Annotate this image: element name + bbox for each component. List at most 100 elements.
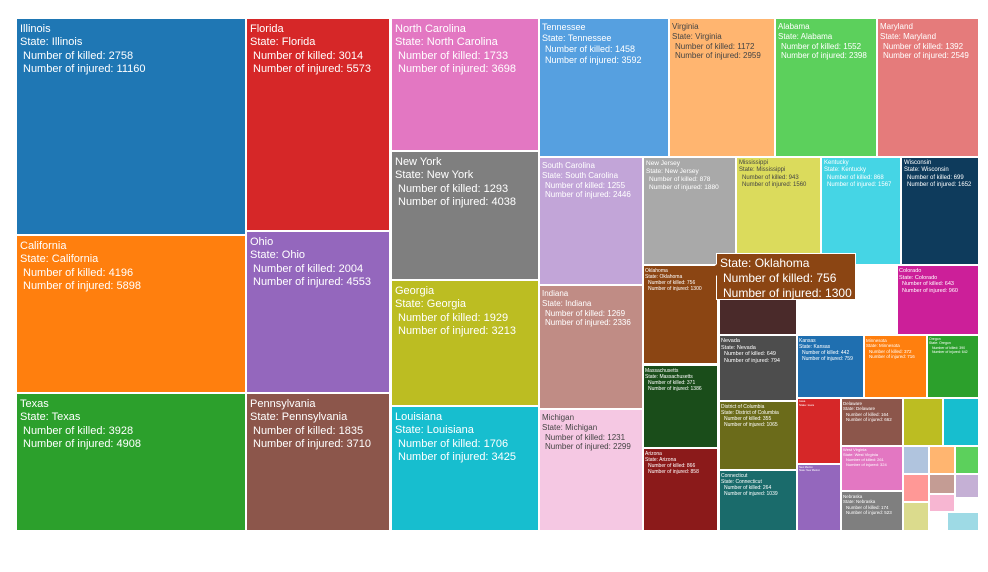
tile-ohio[interactable]: Ohio State: Ohio Number of killed: 2004 Num…	[247, 232, 389, 392]
tile-state-label: State: Florida	[250, 36, 316, 49]
tile-killed-label: Number of killed: 1929	[398, 311, 509, 324]
tile-state-label: State: Louisiana	[395, 424, 474, 437]
tile-injured-label: Number of injured: 794	[724, 358, 780, 365]
tile-name-label: Connecticut	[721, 473, 748, 479]
tile-texas[interactable]: Texas State: Texas Number of killed: 3928 N…	[17, 394, 245, 530]
tile-pennsylvania[interactable]: Pennsylvania State: Pennsylvania Number of…	[247, 394, 389, 530]
tile-name-label: Tennessee	[542, 22, 586, 32]
tile-state-label: State: Ohio	[250, 249, 306, 262]
tile-minnesota[interactable]: Minnesota State: Minnesota Number of kille…	[865, 336, 926, 397]
tile-state-label: State: Wisconsin	[904, 167, 949, 174]
tile-nebraska[interactable]: Nebraska State: Nebraska Number of killed:…	[842, 492, 902, 530]
tile-injured-label: Number of injured: 1567	[827, 181, 892, 188]
tile-killed-label: Number of killed: 1255	[545, 180, 626, 190]
tile-arizona[interactable]: Arizona State: Arizona Number of killed: 8…	[644, 449, 717, 530]
tile-nevada[interactable]: Nevada State: Nevada Number of killed: 649…	[720, 336, 796, 400]
tooltip-injured: Number of injured: 1300	[723, 286, 852, 300]
tile-unlabeled-40[interactable]	[930, 447, 954, 473]
tile-connecticut[interactable]: Connecticut State: Connecticut Number of k…	[720, 471, 796, 530]
tile-iowa[interactable]: Iowa State: Iowa	[798, 399, 840, 463]
tile-state-label: State: Iowa	[799, 402, 815, 407]
tile-state-label: State: Texas	[20, 411, 81, 424]
tile-killed-label: Number of killed: 649	[724, 351, 776, 358]
tile-north-carolina[interactable]: North Carolina State: North Carolina Numbe…	[392, 19, 538, 150]
tile-injured-label: Number of injured: 5573	[253, 63, 372, 76]
tile-injured-label: Number of injured: 3698	[398, 63, 517, 76]
tile-california[interactable]: California State: California Number of kil…	[17, 236, 245, 392]
tile-name-label: Georgia	[395, 285, 435, 297]
tile-state-label: State: Oklahoma	[645, 274, 683, 281]
tile-new-mexico[interactable]: New Mexico State: New Mexico	[798, 465, 840, 530]
tile-name-label: Massachusetts	[645, 368, 679, 374]
tile-unlabeled-38[interactable]	[944, 399, 978, 445]
tile-injured-label: Number of injured: 2398	[781, 51, 867, 61]
tile-unlabeled-47[interactable]	[948, 513, 978, 530]
tile-injured-label: Number of injured: 3425	[398, 451, 517, 464]
tile-killed-label: Number of killed: 756	[648, 280, 696, 287]
tile-new-york[interactable]: New York State: New York Number of killed:…	[392, 152, 538, 279]
tile-name-label: Indiana	[542, 289, 569, 298]
tile-illinois[interactable]: Illinois State: Illinois Number of killed:…	[17, 19, 245, 234]
tile-west-virginia[interactable]: West Virginia State: West Virginia Number …	[842, 447, 902, 490]
tile-injured-label: Number of injured: 2336	[545, 318, 631, 328]
tile-name-label: South Carolina	[542, 161, 595, 170]
tile-name-label: Kansas	[799, 338, 816, 344]
tile-state-label: State: Indiana	[542, 298, 592, 308]
tile-unlabeled-42[interactable]	[904, 475, 928, 501]
tile-injured-label: Number of injured: 960	[902, 288, 958, 295]
tile-louisiana[interactable]: Louisiana State: Louisiana Number of kille…	[392, 407, 538, 530]
tile-maryland[interactable]: Maryland State: Maryland Number of killed:…	[878, 19, 978, 156]
tile-south-carolina[interactable]: South Carolina State: South Carolina Numbe…	[540, 158, 642, 284]
tile-unlabeled-44[interactable]	[956, 475, 978, 497]
tile-state-label: State: Minnesota	[866, 343, 900, 349]
tile-killed-label: Number of killed: 355	[724, 416, 772, 423]
tile-florida[interactable]: Florida State: Florida Number of killed: 3…	[247, 19, 389, 230]
tile-killed-label: Number of killed: 264	[724, 485, 772, 492]
tile-colorado[interactable]: Colorado State: Colorado Number of killed:…	[898, 266, 978, 334]
tile-mississippi[interactable]: Mississippi State: Mississippi Number of k…	[737, 158, 820, 264]
tile-unlabeled-39[interactable]	[904, 447, 928, 473]
tile-name-label: Ohio	[250, 236, 274, 248]
tile-killed-label: Number of killed: 643	[902, 281, 954, 288]
tile-georgia[interactable]: Georgia State: Georgia Number of killed: 1…	[392, 281, 538, 405]
hover-tooltip: State: Oklahoma Number of killed: 756 Nu…	[710, 253, 856, 300]
tile-kentucky[interactable]: Kentucky State: Kentucky Number of killed:…	[822, 158, 900, 264]
tile-tennessee[interactable]: Tennessee State: Tennessee Number of kille…	[540, 19, 668, 156]
tile-injured-label: Number of injured: 1652	[907, 181, 972, 188]
tile-injured-label: Number of injured: 2549	[883, 51, 969, 61]
tile-unlabeled-46[interactable]	[904, 503, 928, 530]
tile-killed-label: Number of killed: 164	[846, 411, 889, 417]
tile-kansas[interactable]: Kansas State: Kansas Number of killed: 442…	[798, 336, 863, 397]
tile-killed-label: Number of killed: 699	[907, 174, 964, 181]
tile-killed-label: Number of killed: 372	[869, 348, 912, 354]
tile-state-label: State: Alabama	[778, 31, 833, 41]
tile-unlabeled-41[interactable]	[956, 447, 978, 473]
tile-delaware[interactable]: Delaware State: Delaware Number of killed:…	[842, 399, 902, 445]
tile-massachusetts[interactable]: Massachusetts State: Massachusetts Number …	[644, 366, 717, 447]
tile-killed-label: Number of killed: 390	[932, 345, 966, 350]
tile-killed-label: Number of killed: 1231	[545, 432, 626, 442]
tile-district-of-columbia[interactable]: District of Columbia State: District of C…	[720, 402, 796, 469]
tile-unlabeled-37[interactable]	[904, 399, 942, 445]
tile-killed-label: Number of killed: 261	[846, 456, 884, 462]
tile-unlabeled-43[interactable]	[930, 475, 954, 493]
tile-state-label: State: Maryland	[880, 31, 937, 41]
tile-state-label: State: Delaware	[843, 406, 876, 412]
tile-state-label: State: North Carolina	[395, 36, 498, 49]
tile-killed-label: Number of killed: 3928	[23, 424, 134, 437]
tile-new-jersey[interactable]: New Jersey State: New Jersey Number of kil…	[644, 158, 735, 264]
tile-michigan[interactable]: Michigan State: Michigan Number of killed:…	[540, 410, 642, 530]
tile-oregon[interactable]: Oregon State: Oregon Number of killed: 390…	[928, 336, 978, 397]
tile-alabama[interactable]: Alabama State: Alabama Number of killed: 1…	[776, 19, 876, 156]
tile-oklahoma[interactable]: Oklahoma State: Oklahoma Number of killed:…	[644, 266, 717, 363]
tooltip-killed: Number of killed: 756	[723, 271, 837, 285]
tile-wisconsin[interactable]: Wisconsin State: Wisconsin Number of kille…	[902, 158, 978, 264]
tile-killed-label: Number of killed: 442	[802, 350, 850, 357]
tile-virginia[interactable]: Virginia State: Virginia Number of killed:…	[670, 19, 774, 156]
tile-injured-label: Number of injured: 716	[869, 354, 915, 360]
tile-unlabeled-45[interactable]	[930, 495, 954, 511]
tile-state-label: State: South Carolina	[542, 170, 619, 180]
tile-killed-label: Number of killed: 1293	[398, 182, 509, 195]
tile-indiana[interactable]: Indiana State: Indiana Number of killed: 1…	[540, 286, 642, 408]
tile-injured-label: Number of injured: 2959	[675, 51, 761, 61]
